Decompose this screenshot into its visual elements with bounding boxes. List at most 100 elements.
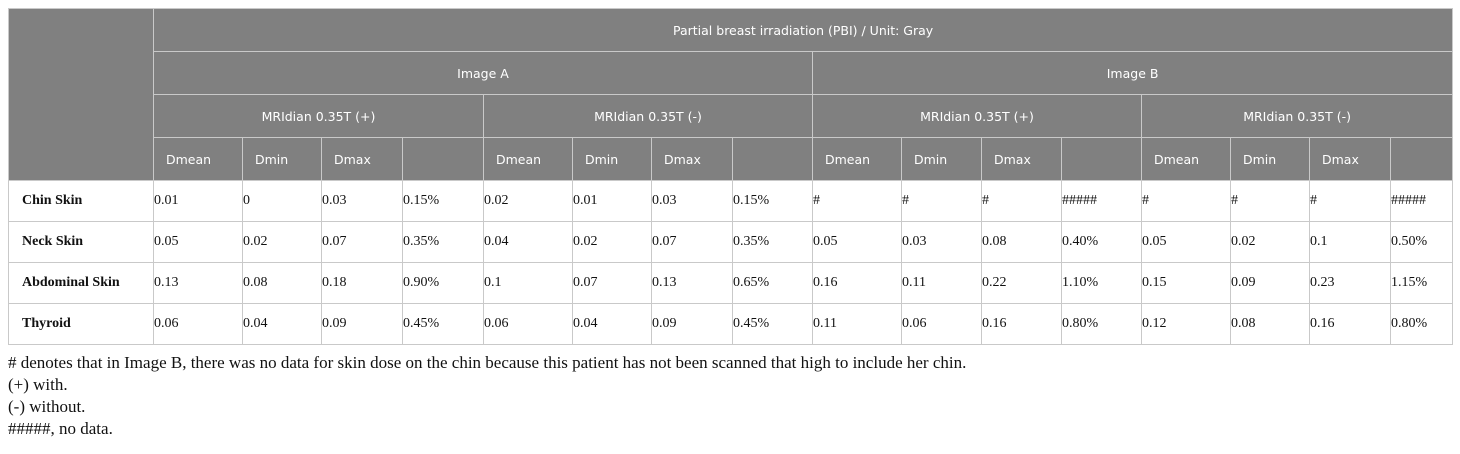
table-cell: ##### [1061,180,1142,222]
table-cell: # [1141,180,1231,222]
footnote: (+) with. [8,375,68,394]
table-cell: 0.04 [242,303,322,345]
table-cell: 0.08 [242,262,322,304]
dose-table: Partial breast irradiation (PBI) / Unit:… [8,8,1454,345]
table-cell: 0.08 [981,221,1062,263]
condition-header: MRIdian 0.35T (-) [1140,94,1454,138]
table-cell: 0.90% [402,262,484,304]
metric-header: Dmax [651,137,733,181]
table-cell: 0.40% [1061,221,1142,263]
table-cell: 0.18 [321,262,403,304]
table-cell: 0.80% [1061,303,1142,345]
table-cell: 0.01 [572,180,652,222]
metric-header [732,137,813,181]
table-cell: # [1309,180,1391,222]
table-cell: 0.15% [402,180,484,222]
footnote: (-) without. [8,397,86,416]
table-cell: 0.03 [321,180,403,222]
table-cell: 0.04 [483,221,573,263]
metric-header: Dmean [153,137,243,181]
table-cell: 0.16 [1309,303,1391,345]
table-cell: 0.09 [1230,262,1310,304]
table-cell: 0.07 [651,221,733,263]
table-body: Chin Skin 0.01 0 0.03 0.15% 0.02 0.01 0.03 0.15%… [8,180,1454,345]
metric-header: Dmax [321,137,403,181]
table-cell: 0.05 [812,221,902,263]
table-row: Chin Skin 0.01 0 0.03 0.15% 0.02 0.01 0.03 0.15%… [8,180,1454,222]
table-cell: 0.16 [812,262,902,304]
metric-header: Dmean [483,137,573,181]
metric-header: Dmin [572,137,652,181]
table-cell: 0.45% [402,303,484,345]
table-cell: 0.50% [1389,221,1454,263]
table-cell: 0.04 [572,303,652,345]
table-cell: 0.09 [651,303,733,345]
table-cell: 0.06 [901,303,982,345]
table-cell: # [901,180,982,222]
table-cell: 0.05 [1141,221,1231,263]
metric-header: Dmean [812,137,902,181]
table-row: Neck Skin 0.05 0.02 0.07 0.35% 0.04 0.02 0.07 0.… [8,221,1454,263]
metric-header: Dmax [1309,137,1391,181]
table-cell: 0.13 [651,262,733,304]
table-cell: # [812,180,902,222]
condition-header: MRIdian 0.35T (+) [153,94,484,138]
table-cell: 0.80% [1389,303,1454,345]
table-cell: 1.10% [1061,262,1142,304]
table-cell: 0.65% [732,262,813,304]
table-cell: 0.15% [732,180,813,222]
metric-header: Dmin [901,137,982,181]
table-title: Partial breast irradiation (PBI) / Unit:… [152,8,1454,52]
footnotes: # denotes that in Image B, there was no … [8,352,966,440]
table-cell: 0.08 [1230,303,1310,345]
table-cell: 0.16 [981,303,1062,345]
table-cell: # [1230,180,1310,222]
table-cell: 0.03 [901,221,982,263]
table-cell: 1.15% [1389,262,1454,304]
metric-header: Dmin [242,137,322,181]
condition-header: MRIdian 0.35T (-) [483,94,813,138]
table-cell: 0.13 [153,262,243,304]
table-cell: 0.12 [1141,303,1231,345]
table-cell: 0.15 [1141,262,1231,304]
footnote: # denotes that in Image B, there was no … [8,353,967,372]
table-cell: # [981,180,1062,222]
row-label: Chin Skin [8,180,154,222]
table-cell: 0.1 [1309,221,1391,263]
condition-header: MRIdian 0.35T (+) [812,94,1142,138]
table-cell: 0.06 [483,303,573,345]
table-cell: 0.02 [572,221,652,263]
table-cell: 0.02 [483,180,573,222]
table-cell: 0.1 [483,262,573,304]
table-cell: 0.07 [321,221,403,263]
metric-header: Dmin [1230,137,1310,181]
table-cell: 0.35% [732,221,813,263]
row-label: Thyroid [8,303,154,345]
table-cell: 0.23 [1309,262,1391,304]
table-cell: 0.05 [153,221,243,263]
table-cell: 0.45% [732,303,813,345]
metric-header: Dmean [1141,137,1231,181]
corner-cell [8,8,154,181]
metric-header [402,137,484,181]
metric-header [1389,137,1454,181]
row-label: Neck Skin [8,221,154,263]
image-b-header: Image B [811,51,1454,95]
image-a-header: Image A [153,51,813,95]
table-cell: ##### [1389,180,1454,222]
table-cell: 0.03 [651,180,733,222]
table-row: Abdominal Skin 0.13 0.08 0.18 0.90% 0.1 0.07 0.… [8,262,1454,304]
table-cell: 0.35% [402,221,484,263]
table-cell: 0.02 [242,221,322,263]
table-cell: 0.22 [981,262,1062,304]
table-cell: 0.11 [901,262,982,304]
metric-header [1061,137,1142,181]
table-cell: 0.06 [153,303,243,345]
table-cell: 0.07 [572,262,652,304]
table-cell: 0.09 [321,303,403,345]
table-row: Thyroid 0.06 0.04 0.09 0.45% 0.06 0.04 0.09 0.45… [8,303,1454,345]
table-cell: 0.11 [812,303,902,345]
metric-header: Dmax [981,137,1062,181]
table-cell: 0 [242,180,322,222]
row-label: Abdominal Skin [8,262,154,304]
